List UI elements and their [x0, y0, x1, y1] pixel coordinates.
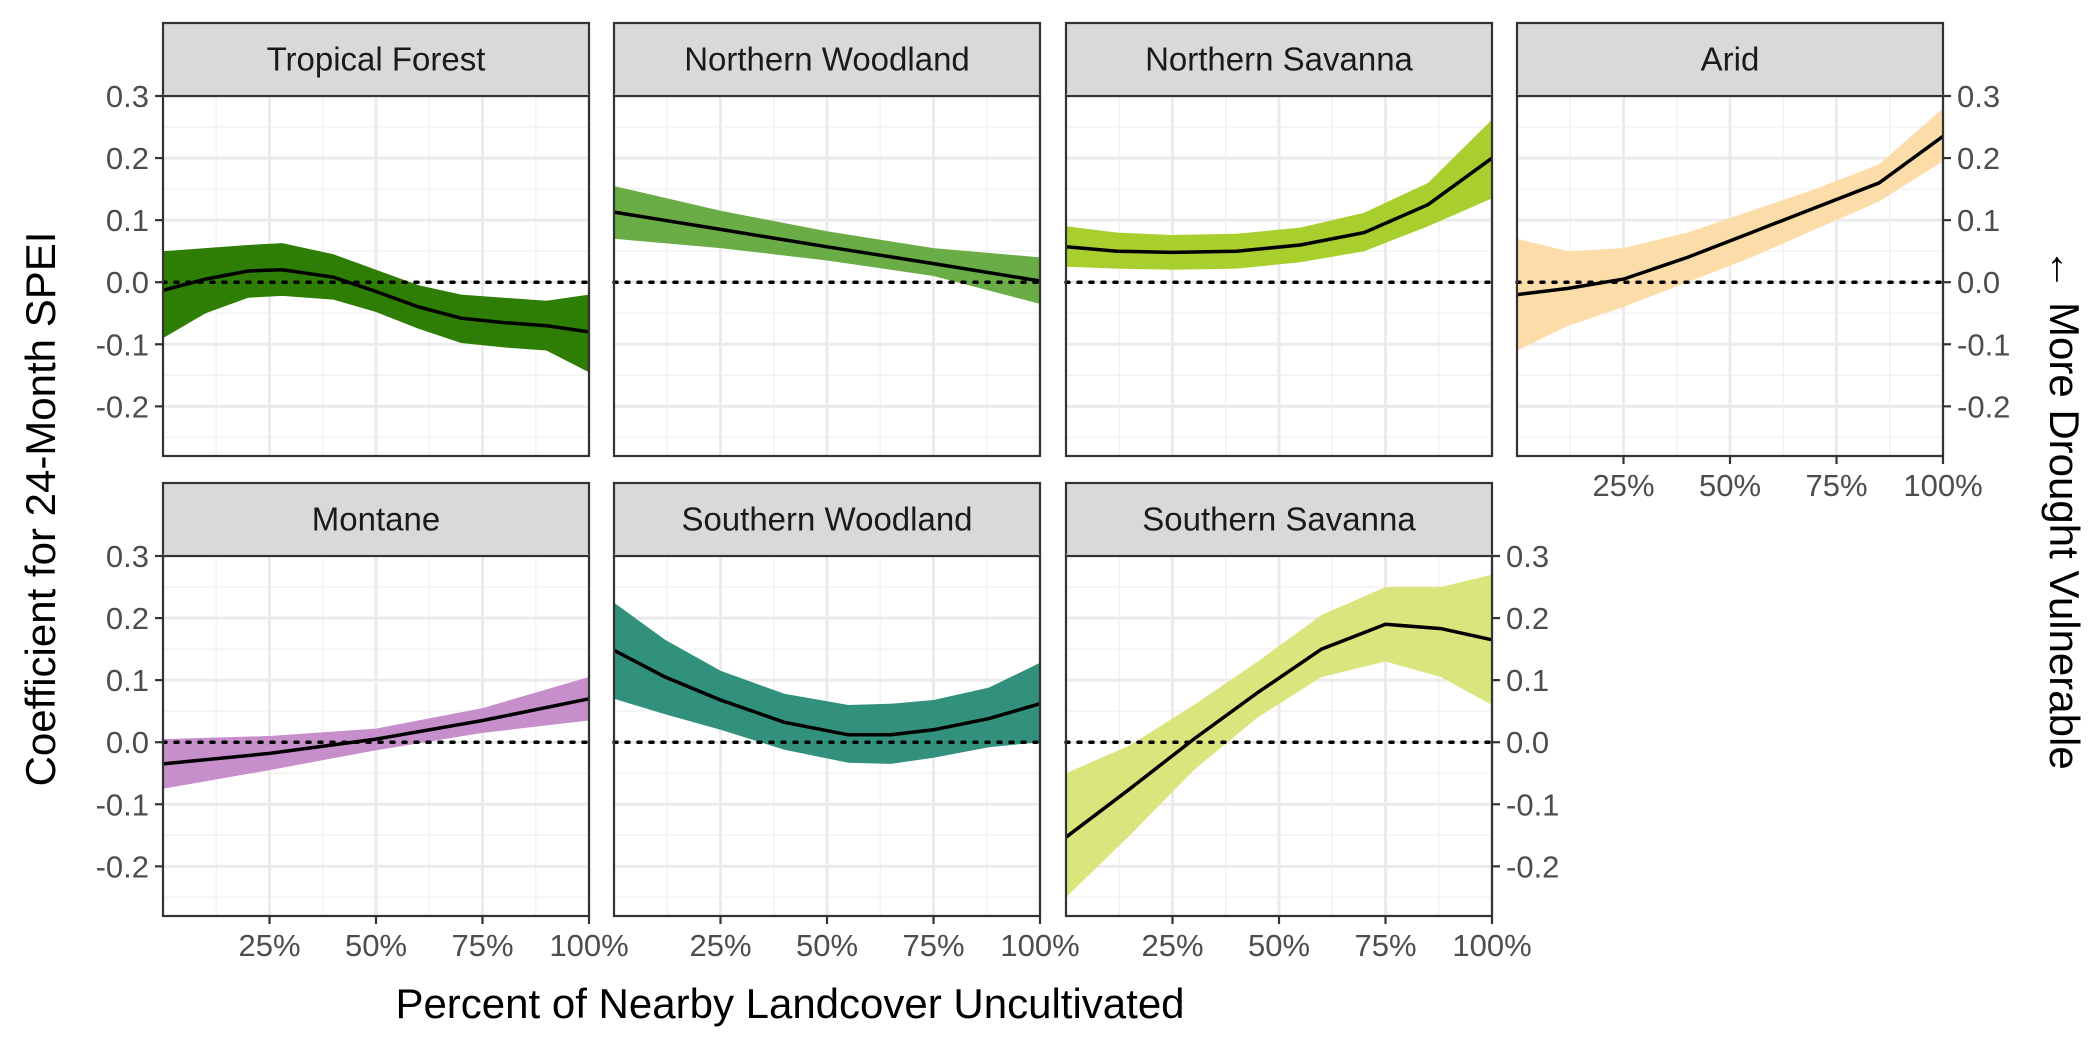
confidence-ribbon: [1066, 574, 1492, 898]
x-tick-label: 100%: [1452, 928, 1531, 963]
panel-northern-savanna: Northern Savanna: [1064, 21, 1494, 458]
panel-title: Southern Savanna: [1142, 501, 1416, 538]
x-tick-label: 75%: [451, 928, 513, 963]
fit-line: [613, 210, 1041, 283]
x-tick-label: 100%: [1000, 928, 1079, 963]
y-tick-label: -0.1: [1506, 787, 1559, 822]
x-tick-label: 100%: [549, 928, 628, 963]
x-tick-label: 75%: [902, 928, 964, 963]
y-tick-label: 0.3: [1506, 539, 1549, 574]
y-tick-label: -0.1: [96, 787, 149, 822]
y-axis-title: Coefficient for 24-Month SPEI: [17, 232, 64, 787]
y-tick-label: 0.0: [106, 725, 149, 760]
y-tick-label: -0.1: [1957, 327, 2010, 362]
y-tick-label: -0.1: [96, 327, 149, 362]
x-tick-label: 50%: [796, 928, 858, 963]
confidence-ribbon: [163, 677, 589, 789]
confidence-ribbon: [1517, 108, 1943, 351]
y-tick-label: 0.2: [106, 141, 149, 176]
y-tick-label: 0.1: [106, 663, 149, 698]
panel-border: [161, 94, 591, 458]
y-tick-label: 0.2: [1957, 141, 2000, 176]
x-tick-label: 75%: [1354, 928, 1416, 963]
fit-line: [613, 648, 1041, 737]
panel-title: Northern Woodland: [684, 41, 970, 78]
confidence-ribbon: [163, 243, 589, 373]
strip-header: [612, 481, 1042, 558]
y-tick-label: 0.1: [1957, 203, 2000, 238]
strip-header: [161, 21, 591, 98]
fit-line: [162, 268, 590, 334]
panel-title: Montane: [312, 501, 440, 538]
x-tick-label: 25%: [1592, 468, 1654, 503]
panel-montane: Montane -0.2 -0.1 0.0 0.1 0.2 0.3 25% 50% 75% 100%: [96, 481, 629, 963]
strip-header: [1064, 21, 1494, 98]
fit-line: [1065, 156, 1494, 255]
panel-arid: Arid -0.2 -0.1 0.0 0.1 0.2 0.3 25% 50% 75% 100%: [1515, 21, 2010, 503]
strip-header: [161, 481, 591, 558]
x-tick-label: 75%: [1805, 468, 1867, 503]
x-tick-label: 50%: [345, 928, 407, 963]
panel-southern-woodland: Southern Woodland 25% 50% 75% 100%: [612, 481, 1080, 963]
y-tick-label: 0.1: [106, 203, 149, 238]
confidence-ribbon: [614, 186, 1040, 304]
y-tick-label: 0.0: [1957, 265, 2000, 300]
panel-title: Southern Woodland: [681, 501, 972, 538]
panel-tropical-forest: Tropical Forest -0.2 -0.1 0.0 0.1 0.2 0.3: [96, 21, 591, 458]
y-tick-label: -0.2: [96, 849, 149, 884]
panel-southern-savanna: Southern Savanna -0.2 -0.1 0.0 0.1 0.2 0.3 25% 5…: [1064, 481, 1559, 963]
x-tick-label: 100%: [1903, 468, 1982, 503]
y-tick-label: 0.0: [106, 265, 149, 300]
panel-border: [1064, 94, 1494, 458]
fit-line: [1516, 134, 1945, 297]
y-tick-label: 0.2: [1506, 601, 1549, 636]
confidence-ribbon: [1066, 119, 1492, 270]
right-axis-title: ← More Drought Vulnerable: [2041, 248, 2088, 769]
x-tick-label: 25%: [689, 928, 751, 963]
x-tick-label: 50%: [1248, 928, 1310, 963]
y-tick-label: 0.3: [1957, 79, 2000, 114]
y-tick-label: -0.2: [1957, 389, 2010, 424]
strip-header: [612, 21, 1042, 98]
panel-title: Arid: [1701, 41, 1760, 78]
x-tick-label: 25%: [238, 928, 300, 963]
strip-header: [1064, 481, 1494, 558]
x-axis-title: Percent of Nearby Landcover Uncultivated: [395, 980, 1184, 1027]
y-tick-label: 0.0: [1506, 725, 1549, 760]
panel-northern-woodland: Northern Woodland: [612, 21, 1042, 458]
y-tick-label: 0.2: [106, 601, 149, 636]
x-tick-label: 25%: [1141, 928, 1203, 963]
fit-line: [1064, 622, 1493, 839]
y-tick-label: -0.2: [96, 389, 149, 424]
fit-line: [162, 697, 590, 766]
y-tick-label: -0.2: [1506, 849, 1559, 884]
panel-title: Northern Savanna: [1145, 41, 1413, 78]
confidence-ribbon: [614, 602, 1040, 764]
panel-title: Tropical Forest: [267, 41, 486, 78]
panel-border: [612, 94, 1042, 458]
y-tick-label: 0.3: [106, 79, 149, 114]
x-tick-label: 50%: [1699, 468, 1761, 503]
y-tick-label: 0.1: [1506, 663, 1549, 698]
y-tick-label: 0.3: [106, 539, 149, 574]
